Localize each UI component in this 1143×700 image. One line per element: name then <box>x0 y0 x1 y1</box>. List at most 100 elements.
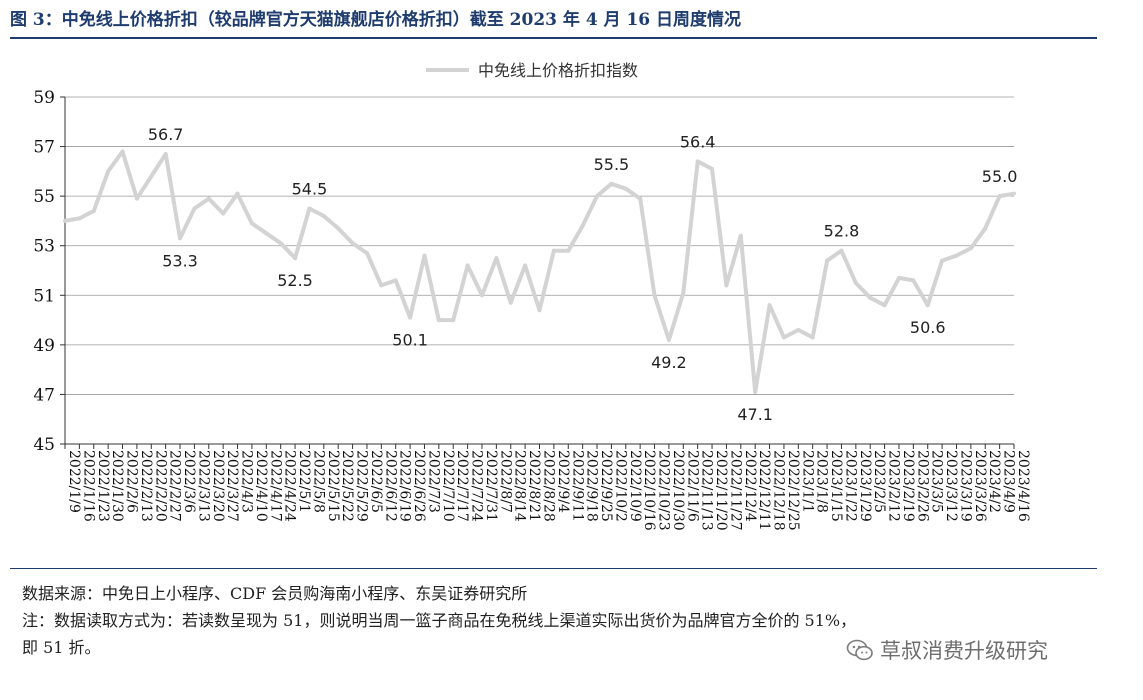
data-point <box>178 236 183 241</box>
x-tick-label: 2022/5/15 <box>325 450 341 522</box>
data-point <box>106 169 111 174</box>
x-tick-label: 2022/6/26 <box>411 450 427 522</box>
x-tick-label: 2023/1/22 <box>842 450 858 522</box>
data-point <box>249 221 254 226</box>
data-point <box>767 303 772 308</box>
series-layer <box>63 149 1016 394</box>
data-point <box>523 263 528 268</box>
data-point <box>192 206 197 211</box>
data-point <box>882 303 887 308</box>
x-tick-label: 2022/5/22 <box>339 450 355 522</box>
data-point <box>350 241 355 246</box>
x-tick-label: 2022/8/21 <box>526 450 542 522</box>
x-tick-label: 2022/1/30 <box>109 450 125 522</box>
data-point <box>911 278 916 283</box>
x-tick-label: 2022/10/23 <box>656 450 672 531</box>
x-tick-label: 2022/4/17 <box>267 450 283 522</box>
data-point <box>221 211 226 216</box>
data-point <box>580 223 585 228</box>
data-label: 55.5 <box>594 155 630 174</box>
data-point <box>264 231 269 236</box>
y-tick-label: 51 <box>33 286 55 306</box>
data-point <box>724 283 729 288</box>
data-label: 49.2 <box>651 353 687 372</box>
x-tick-label: 2022/2/6 <box>124 450 140 513</box>
x-tick-label: 2022/6/12 <box>382 450 398 522</box>
data-point <box>235 191 240 196</box>
x-tick-label: 2022/8/14 <box>512 450 528 522</box>
x-axis: 2022/1/92022/1/162022/1/232022/1/302022/… <box>64 443 1031 531</box>
data-point <box>868 295 873 300</box>
x-tick-label: 2022/8/7 <box>497 450 513 513</box>
data-point <box>997 194 1002 199</box>
x-tick-label: 2023/4/16 <box>1015 450 1031 522</box>
data-point <box>77 216 82 221</box>
y-tick-label: 57 <box>33 138 55 158</box>
x-tick-label: 2022/11/20 <box>713 450 729 531</box>
data-point <box>566 248 571 253</box>
data-label: 53.3 <box>162 251 198 270</box>
data-point <box>408 315 413 320</box>
data-point <box>293 256 298 261</box>
data-label: 55.0 <box>982 167 1018 186</box>
x-tick-label: 2022/12/4 <box>742 450 758 522</box>
x-tick-label: 2022/9/11 <box>569 450 585 522</box>
data-point <box>494 256 499 261</box>
data-point <box>652 293 657 298</box>
notes-divider <box>10 568 1097 569</box>
x-tick-label: 2022/10/9 <box>627 450 643 522</box>
data-point <box>120 149 125 154</box>
data-point <box>681 290 686 295</box>
data-point <box>781 335 786 340</box>
source-note: 数据来源：中免日上小程序、CDF 会员购海南小程序、东吴证券研究所 <box>22 584 528 603</box>
data-point <box>940 258 945 263</box>
data-point <box>738 233 743 238</box>
data-label: 50.1 <box>392 331 428 350</box>
x-tick-label: 2022/11/27 <box>727 450 743 531</box>
x-tick-label: 2022/6/5 <box>368 450 384 513</box>
data-point <box>91 209 96 214</box>
data-point <box>206 196 211 201</box>
watermark-text: 草叔消费升级研究 <box>880 639 1048 663</box>
x-tick-label: 2022/12/25 <box>785 450 801 531</box>
y-tick-label: 59 <box>33 88 55 108</box>
x-tick-label: 2023/3/5 <box>929 450 945 513</box>
explanation-note: 注：数据读取方式为：若读数呈现为 51，则说明当周一篮子商品在免税线上渠道实际出… <box>22 611 857 630</box>
y-tick-label: 49 <box>33 336 55 356</box>
data-label: 54.5 <box>292 180 328 199</box>
x-tick-label: 2022/3/20 <box>210 450 226 522</box>
x-tick-label: 2022/9/18 <box>584 450 600 522</box>
x-tick-label: 2023/2/19 <box>900 450 916 522</box>
data-point <box>853 280 858 285</box>
data-point <box>508 300 513 305</box>
data-point <box>436 318 441 323</box>
x-tick-label: 2022/4/3 <box>239 450 255 513</box>
x-tick-label: 2022/9/4 <box>555 450 571 513</box>
x-tick-label: 2022/3/6 <box>181 450 197 513</box>
data-point <box>796 327 801 332</box>
x-tick-label: 2022/6/19 <box>397 450 413 522</box>
data-point <box>379 283 384 288</box>
data-point <box>465 263 470 268</box>
data-point <box>163 152 168 157</box>
grid-lines <box>65 96 1014 395</box>
x-tick-label: 2023/1/8 <box>814 450 830 513</box>
x-tick-label: 2023/2/12 <box>886 450 902 522</box>
y-tick-label: 45 <box>33 435 55 455</box>
data-point <box>666 337 671 342</box>
data-point <box>1012 191 1016 196</box>
data-point <box>63 218 67 223</box>
data-point <box>278 241 283 246</box>
x-tick-label: 2022/10/2 <box>612 450 628 522</box>
data-point <box>623 186 628 191</box>
x-tick-label: 2022/7/17 <box>454 450 470 522</box>
data-point <box>968 246 973 251</box>
data-point <box>753 389 758 394</box>
data-point <box>422 253 427 258</box>
data-point <box>451 318 456 323</box>
x-tick-label: 2022/5/29 <box>354 450 370 522</box>
x-tick-label: 2022/7/10 <box>440 450 456 522</box>
x-tick-label: 2022/12/18 <box>771 450 787 531</box>
x-tick-label: 2023/4/9 <box>1001 450 1017 513</box>
